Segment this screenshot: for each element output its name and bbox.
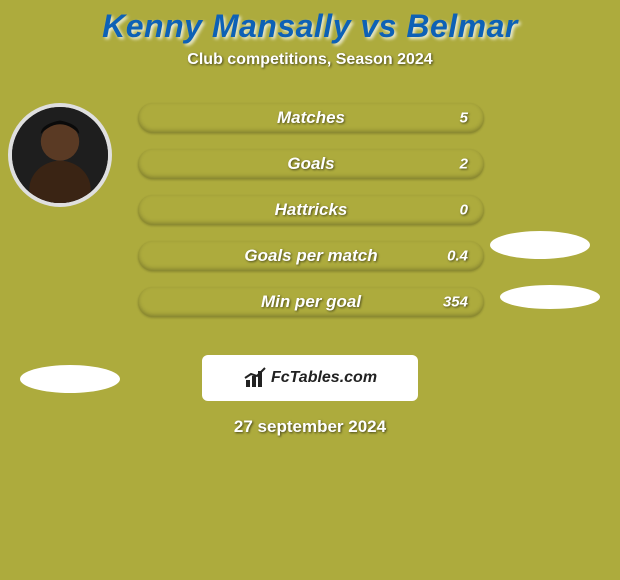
stat-label: Matches [277, 108, 345, 128]
stat-value: 2 [460, 156, 468, 173]
stat-value: 5 [460, 110, 468, 127]
decorative-oval-right-1 [490, 231, 590, 259]
stat-label: Goals [287, 154, 334, 174]
date-text: 27 september 2024 [0, 417, 620, 437]
avatar [8, 103, 112, 207]
stat-row-min-per-goal: Min per goal 354 [138, 287, 484, 317]
stat-label: Goals per match [244, 246, 377, 266]
stat-row-goals: Goals 2 [138, 149, 484, 179]
stat-value: 0 [460, 202, 468, 219]
stat-row-matches: Matches 5 [138, 103, 484, 133]
stat-label: Hattricks [275, 200, 348, 220]
bar-chart-icon [243, 366, 267, 390]
stats-list: Matches 5 Goals 2 Hattricks 0 Goals per … [138, 103, 484, 333]
stat-value: 0.4 [447, 248, 468, 265]
stat-label: Min per goal [261, 292, 361, 312]
subtitle: Club competitions, Season 2024 [0, 51, 620, 69]
stat-row-hattricks: Hattricks 0 [138, 195, 484, 225]
stat-value: 354 [443, 294, 468, 311]
content-root: Kenny Mansally vs Belmar Club competitio… [0, 0, 620, 437]
decorative-oval-right-2 [500, 285, 600, 309]
avatar-placeholder-icon [12, 107, 108, 203]
decorative-oval-left [20, 365, 120, 393]
stat-row-goals-per-match: Goals per match 0.4 [138, 241, 484, 271]
brand-text: FcTables.com [271, 369, 377, 387]
page-title: Kenny Mansally vs Belmar [0, 8, 620, 45]
main-area: Matches 5 Goals 2 Hattricks 0 Goals per … [0, 107, 620, 337]
brand-box: FcTables.com [202, 355, 418, 401]
